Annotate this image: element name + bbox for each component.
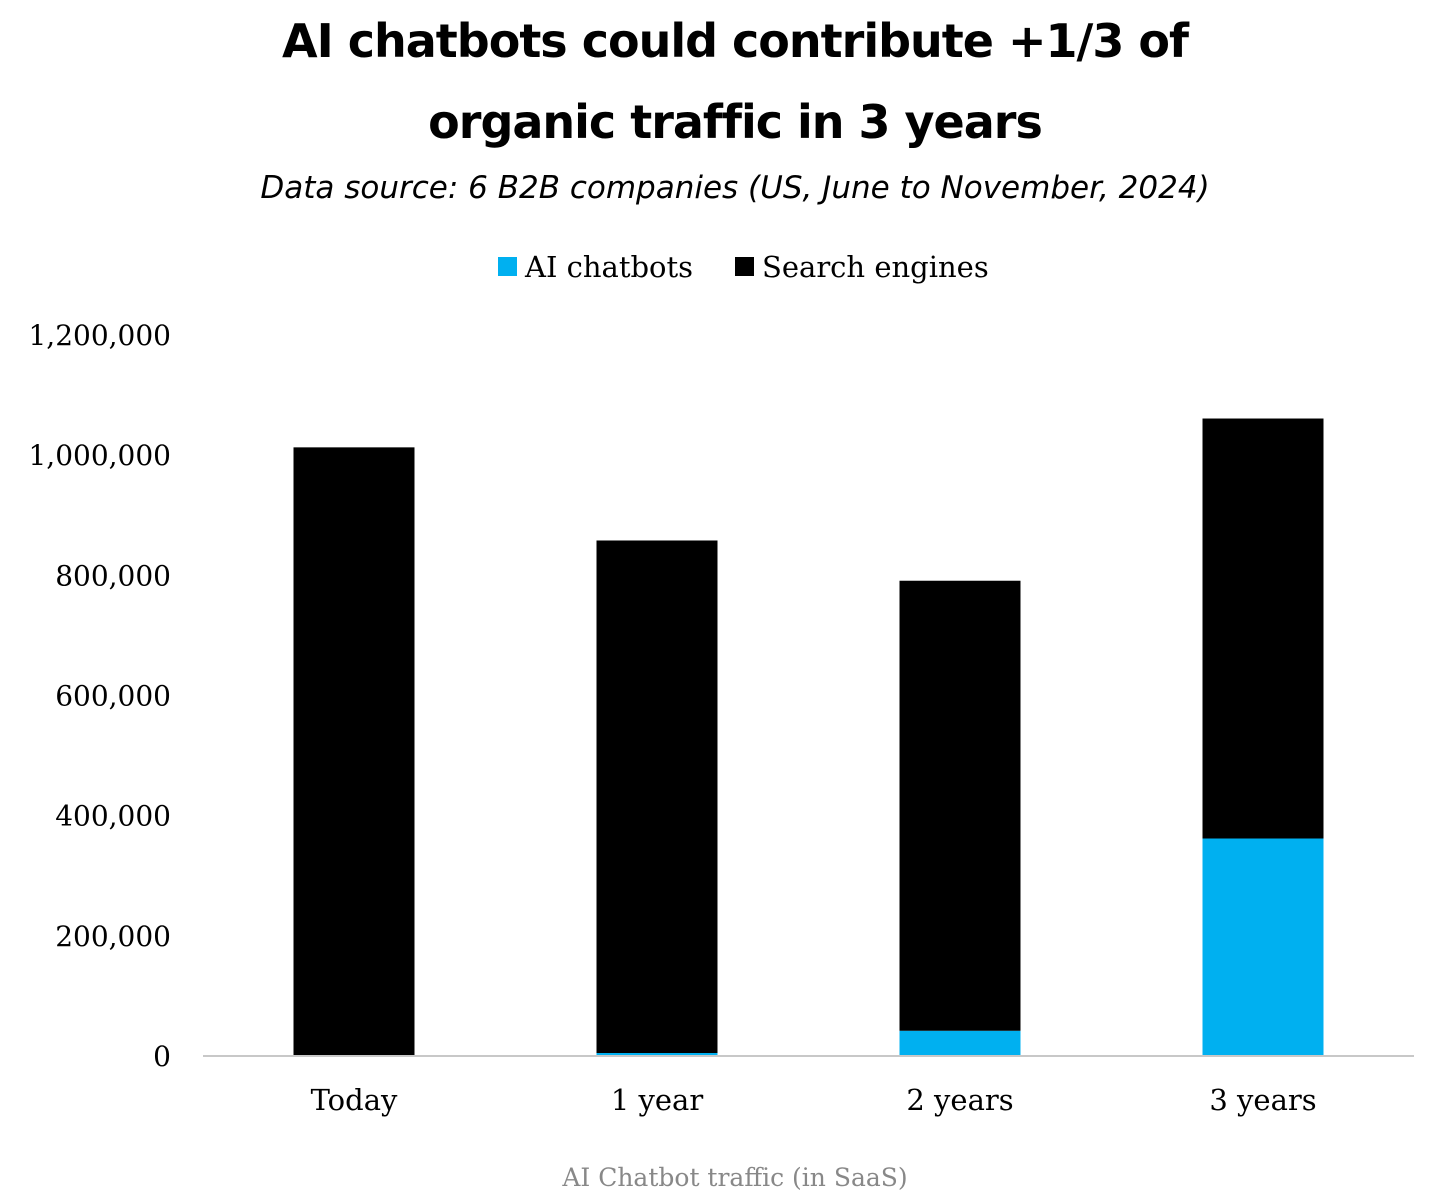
bar-segment [899,580,1021,1031]
legend-swatch [735,257,754,276]
x-tick-label: 3 years [1209,1083,1316,1117]
chart-caption: AI Chatbot traffic (in SaaS) [561,1163,907,1192]
y-tick-label: 1,000,000 [28,439,171,472]
legend: AI chatbots Search engines [498,250,989,284]
y-tick-label: 800,000 [55,559,171,592]
y-tick-label: 200,000 [55,920,171,953]
bar-segment [1202,418,1324,839]
bar-segment [1202,838,1324,1056]
chart-subtitle: Data source: 6 B2B companies (US, June t… [260,170,1209,206]
bar-segment [293,447,415,1056]
legend-swatch [498,257,517,276]
x-tick-label: 1 year [611,1083,704,1117]
chart-title-line-2: organic traffic in 3 years [428,95,1042,149]
x-axis: Today 1 year 2 years 3 years [311,1083,1317,1117]
y-axis: 0 200,000 400,000 600,000 800,000 1,000,000 1,… [28,319,171,1073]
bar-segment [596,540,718,1053]
y-tick-label: 600,000 [55,680,171,713]
y-tick-label: 400,000 [55,800,171,833]
x-tick-label: 2 years [906,1083,1013,1117]
chart-title-line-1: AI chatbots could contribute +1/3 of [282,14,1190,68]
bar-segment [596,1052,718,1056]
legend-label: AI chatbots [524,250,693,284]
bars [293,418,1324,1056]
y-tick-label: 0 [153,1040,171,1073]
x-tick-label: Today [311,1083,398,1117]
y-tick-label: 1,200,000 [28,319,171,352]
legend-label: Search engines [762,250,989,284]
bar-segment [899,1030,1021,1056]
